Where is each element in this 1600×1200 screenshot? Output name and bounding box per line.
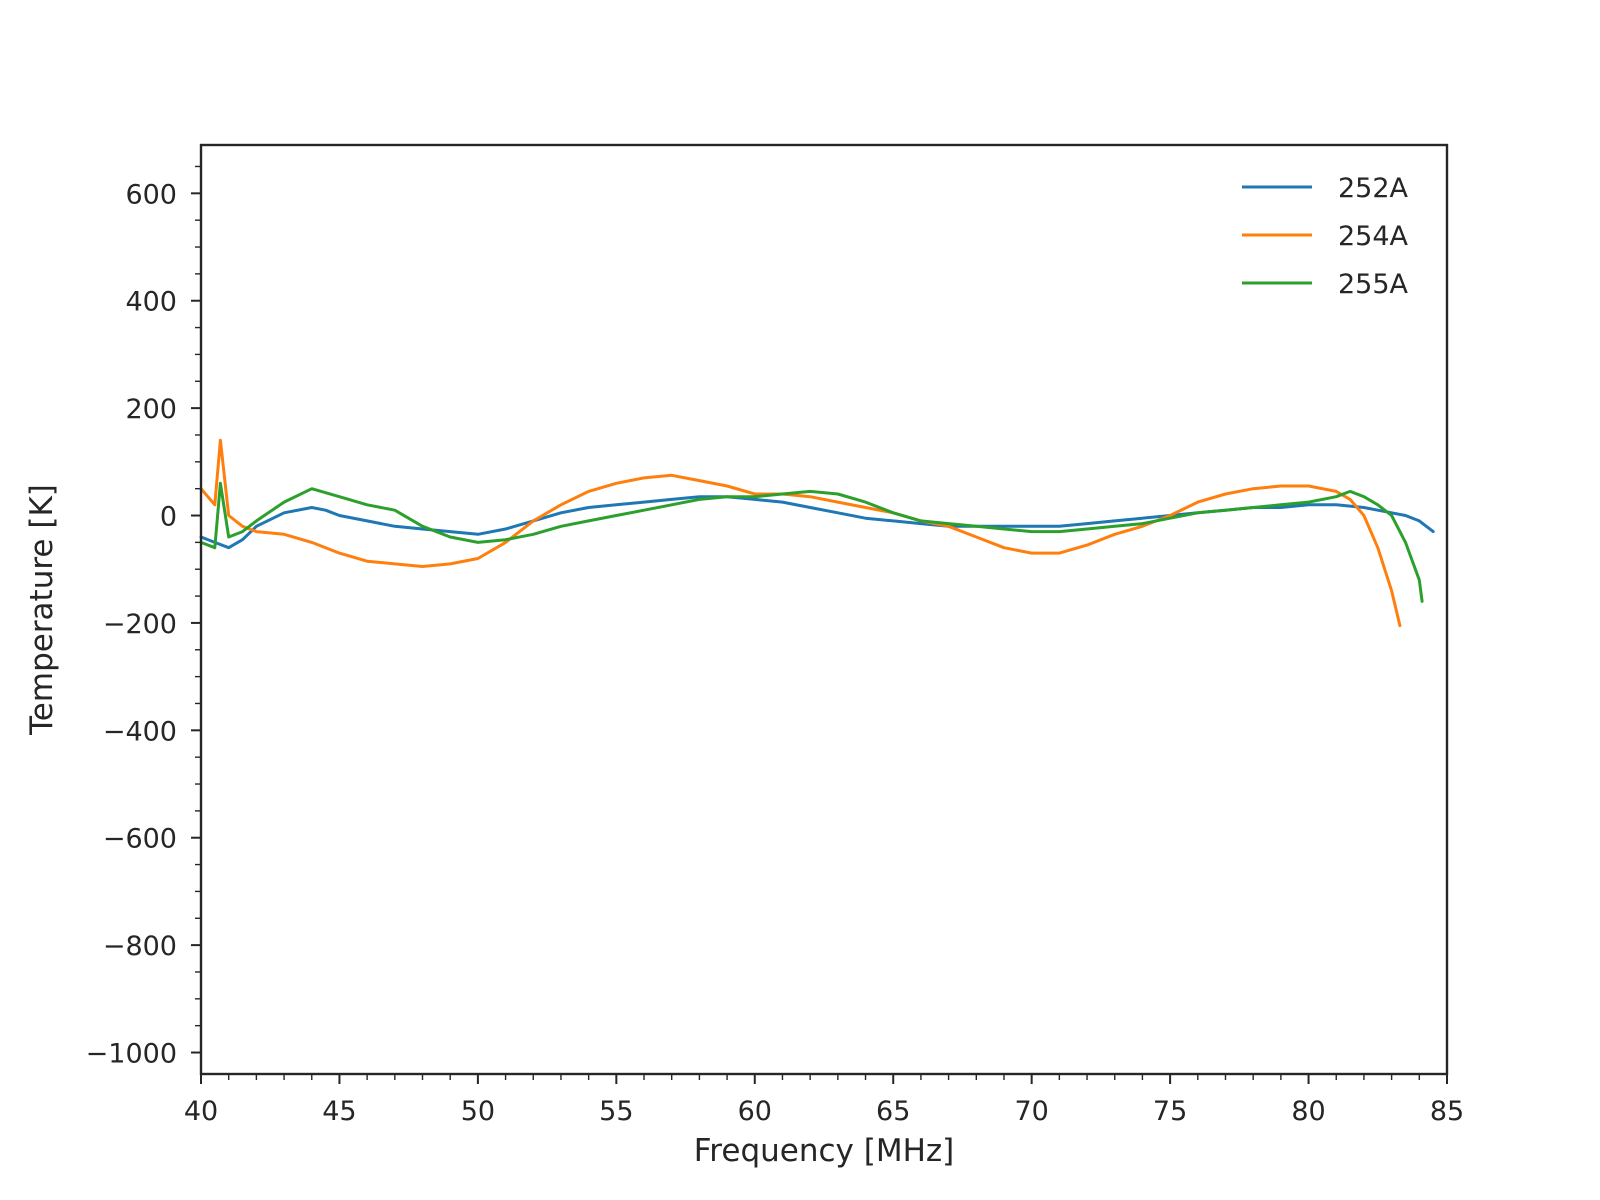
x-tick-label: 70	[1014, 1096, 1048, 1127]
y-axis-label: Temperature [K]	[24, 484, 60, 736]
x-tick-label: 40	[184, 1096, 218, 1127]
series-line-2	[199, 481, 1424, 603]
x-tick-label: 80	[1291, 1096, 1325, 1127]
y-tick-label: 0	[160, 502, 177, 533]
plot-frame	[199, 143, 1449, 1076]
legend-item: 255A	[1242, 269, 1409, 300]
legend-label: 254A	[1338, 221, 1409, 252]
legend: 252A 254A 255A	[1242, 173, 1409, 300]
y-tick-label: 400	[125, 287, 177, 318]
y-tick-label: −1000	[86, 1039, 177, 1070]
series-line-0	[199, 495, 1435, 550]
y-axis: −1000 −800 −600 −400 −200 0 200 400 600	[86, 165, 201, 1070]
y-tick-label: 600	[125, 179, 177, 210]
legend-label: 255A	[1338, 269, 1409, 300]
series-line-1	[199, 438, 1402, 628]
y-tick-label: −800	[103, 931, 177, 962]
y-tick-label: −400	[103, 716, 177, 747]
x-tick-label: 50	[461, 1096, 495, 1127]
x-tick-label: 65	[876, 1096, 910, 1127]
x-axis-label: Frequency [MHz]	[694, 1133, 955, 1169]
legend-label: 252A	[1338, 173, 1409, 204]
plot-lines	[199, 438, 1435, 628]
x-tick-label: 55	[599, 1096, 633, 1127]
legend-item: 254A	[1242, 221, 1409, 252]
x-tick-label: 75	[1153, 1096, 1187, 1127]
x-axis: 40 45 50 55 60 65 70 75 80 85	[184, 1074, 1464, 1127]
x-tick-label: 60	[738, 1096, 772, 1127]
x-tick-label: 45	[322, 1096, 356, 1127]
legend-item: 252A	[1242, 173, 1409, 204]
y-tick-label: −200	[103, 609, 177, 640]
x-tick-label: 85	[1430, 1096, 1464, 1127]
y-tick-label: −600	[103, 824, 177, 855]
y-tick-label: 200	[125, 394, 177, 425]
